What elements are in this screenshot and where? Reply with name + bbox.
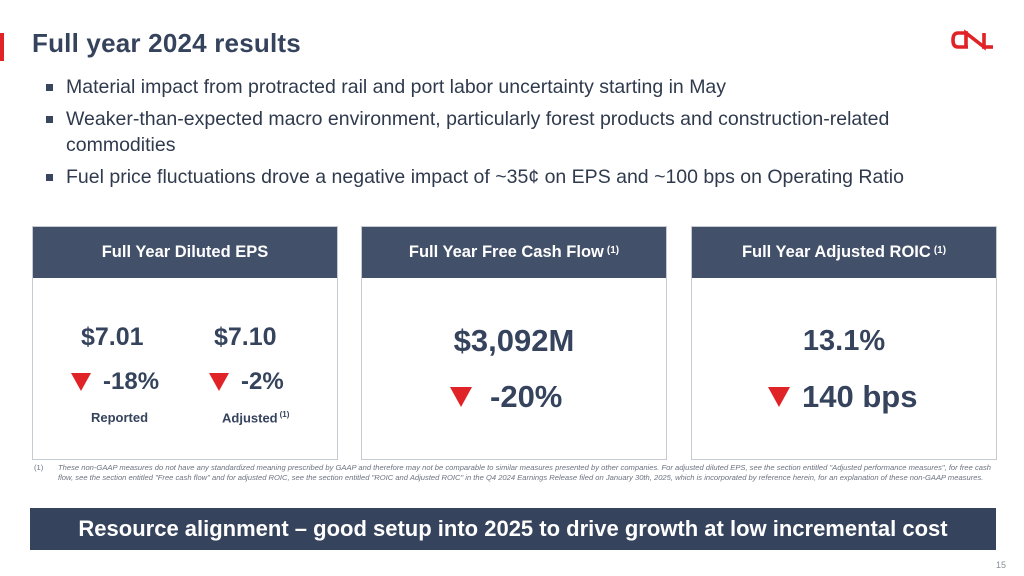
eps-card-title: Full Year Diluted EPS bbox=[102, 243, 269, 262]
title-accent-bar bbox=[0, 33, 4, 61]
roic-change: 140 bps bbox=[768, 379, 917, 415]
bullet-item: Weaker-than-expected macro environment, … bbox=[44, 106, 994, 158]
eps-card: Full Year Diluted EPS $7.01 $7.10 -18% -… bbox=[32, 226, 338, 460]
down-triangle-icon bbox=[71, 373, 91, 391]
footnote-ref: (1) bbox=[280, 410, 290, 419]
bullet-item: Fuel price fluctuations drove a negative… bbox=[44, 164, 994, 190]
down-triangle-icon bbox=[450, 387, 472, 407]
eps-reported-label: Reported bbox=[91, 410, 148, 425]
conclusion-banner: Resource alignment – good setup into 202… bbox=[30, 508, 996, 550]
roic-card: Full Year Adjusted ROIC (1) 13.1% 140 bps bbox=[691, 226, 997, 460]
footnote-ref: (1) bbox=[607, 245, 619, 256]
footnote-ref: (1) bbox=[934, 245, 946, 256]
roic-card-header: Full Year Adjusted ROIC (1) bbox=[692, 227, 996, 278]
cn-logo: CN bbox=[950, 29, 996, 51]
fcf-card-header: Full Year Free Cash Flow (1) bbox=[362, 227, 666, 278]
footnote-number: (1) bbox=[34, 463, 58, 483]
roic-value: 13.1% bbox=[692, 325, 996, 358]
roic-card-title: Full Year Adjusted ROIC bbox=[742, 243, 931, 262]
down-triangle-icon bbox=[209, 373, 229, 391]
footnote: (1) These non-GAAP measures do not have … bbox=[34, 463, 992, 483]
eps-adjusted-change: -2% bbox=[209, 368, 284, 396]
fcf-card: Full Year Free Cash Flow (1) $3,092M -20% bbox=[361, 226, 667, 460]
eps-adjusted-value: $7.10 bbox=[214, 323, 277, 352]
banner-text: Resource alignment – good setup into 202… bbox=[78, 516, 947, 542]
eps-reported-change: -18% bbox=[71, 368, 159, 396]
fcf-card-title: Full Year Free Cash Flow bbox=[409, 243, 604, 262]
down-triangle-icon bbox=[768, 387, 790, 407]
footnote-text: These non-GAAP measures do not have any … bbox=[58, 463, 992, 483]
eps-reported-value: $7.01 bbox=[81, 323, 144, 352]
bullet-list: Material impact from protracted rail and… bbox=[44, 74, 994, 196]
eps-adjusted-label: Adjusted (1) bbox=[222, 410, 289, 425]
page-title: Full year 2024 results bbox=[32, 28, 301, 59]
page-number: 15 bbox=[996, 560, 1006, 570]
bullet-item: Material impact from protracted rail and… bbox=[44, 74, 994, 100]
fcf-value: $3,092M bbox=[362, 323, 666, 359]
eps-card-header: Full Year Diluted EPS bbox=[33, 227, 337, 278]
fcf-change: -20% bbox=[450, 379, 562, 415]
